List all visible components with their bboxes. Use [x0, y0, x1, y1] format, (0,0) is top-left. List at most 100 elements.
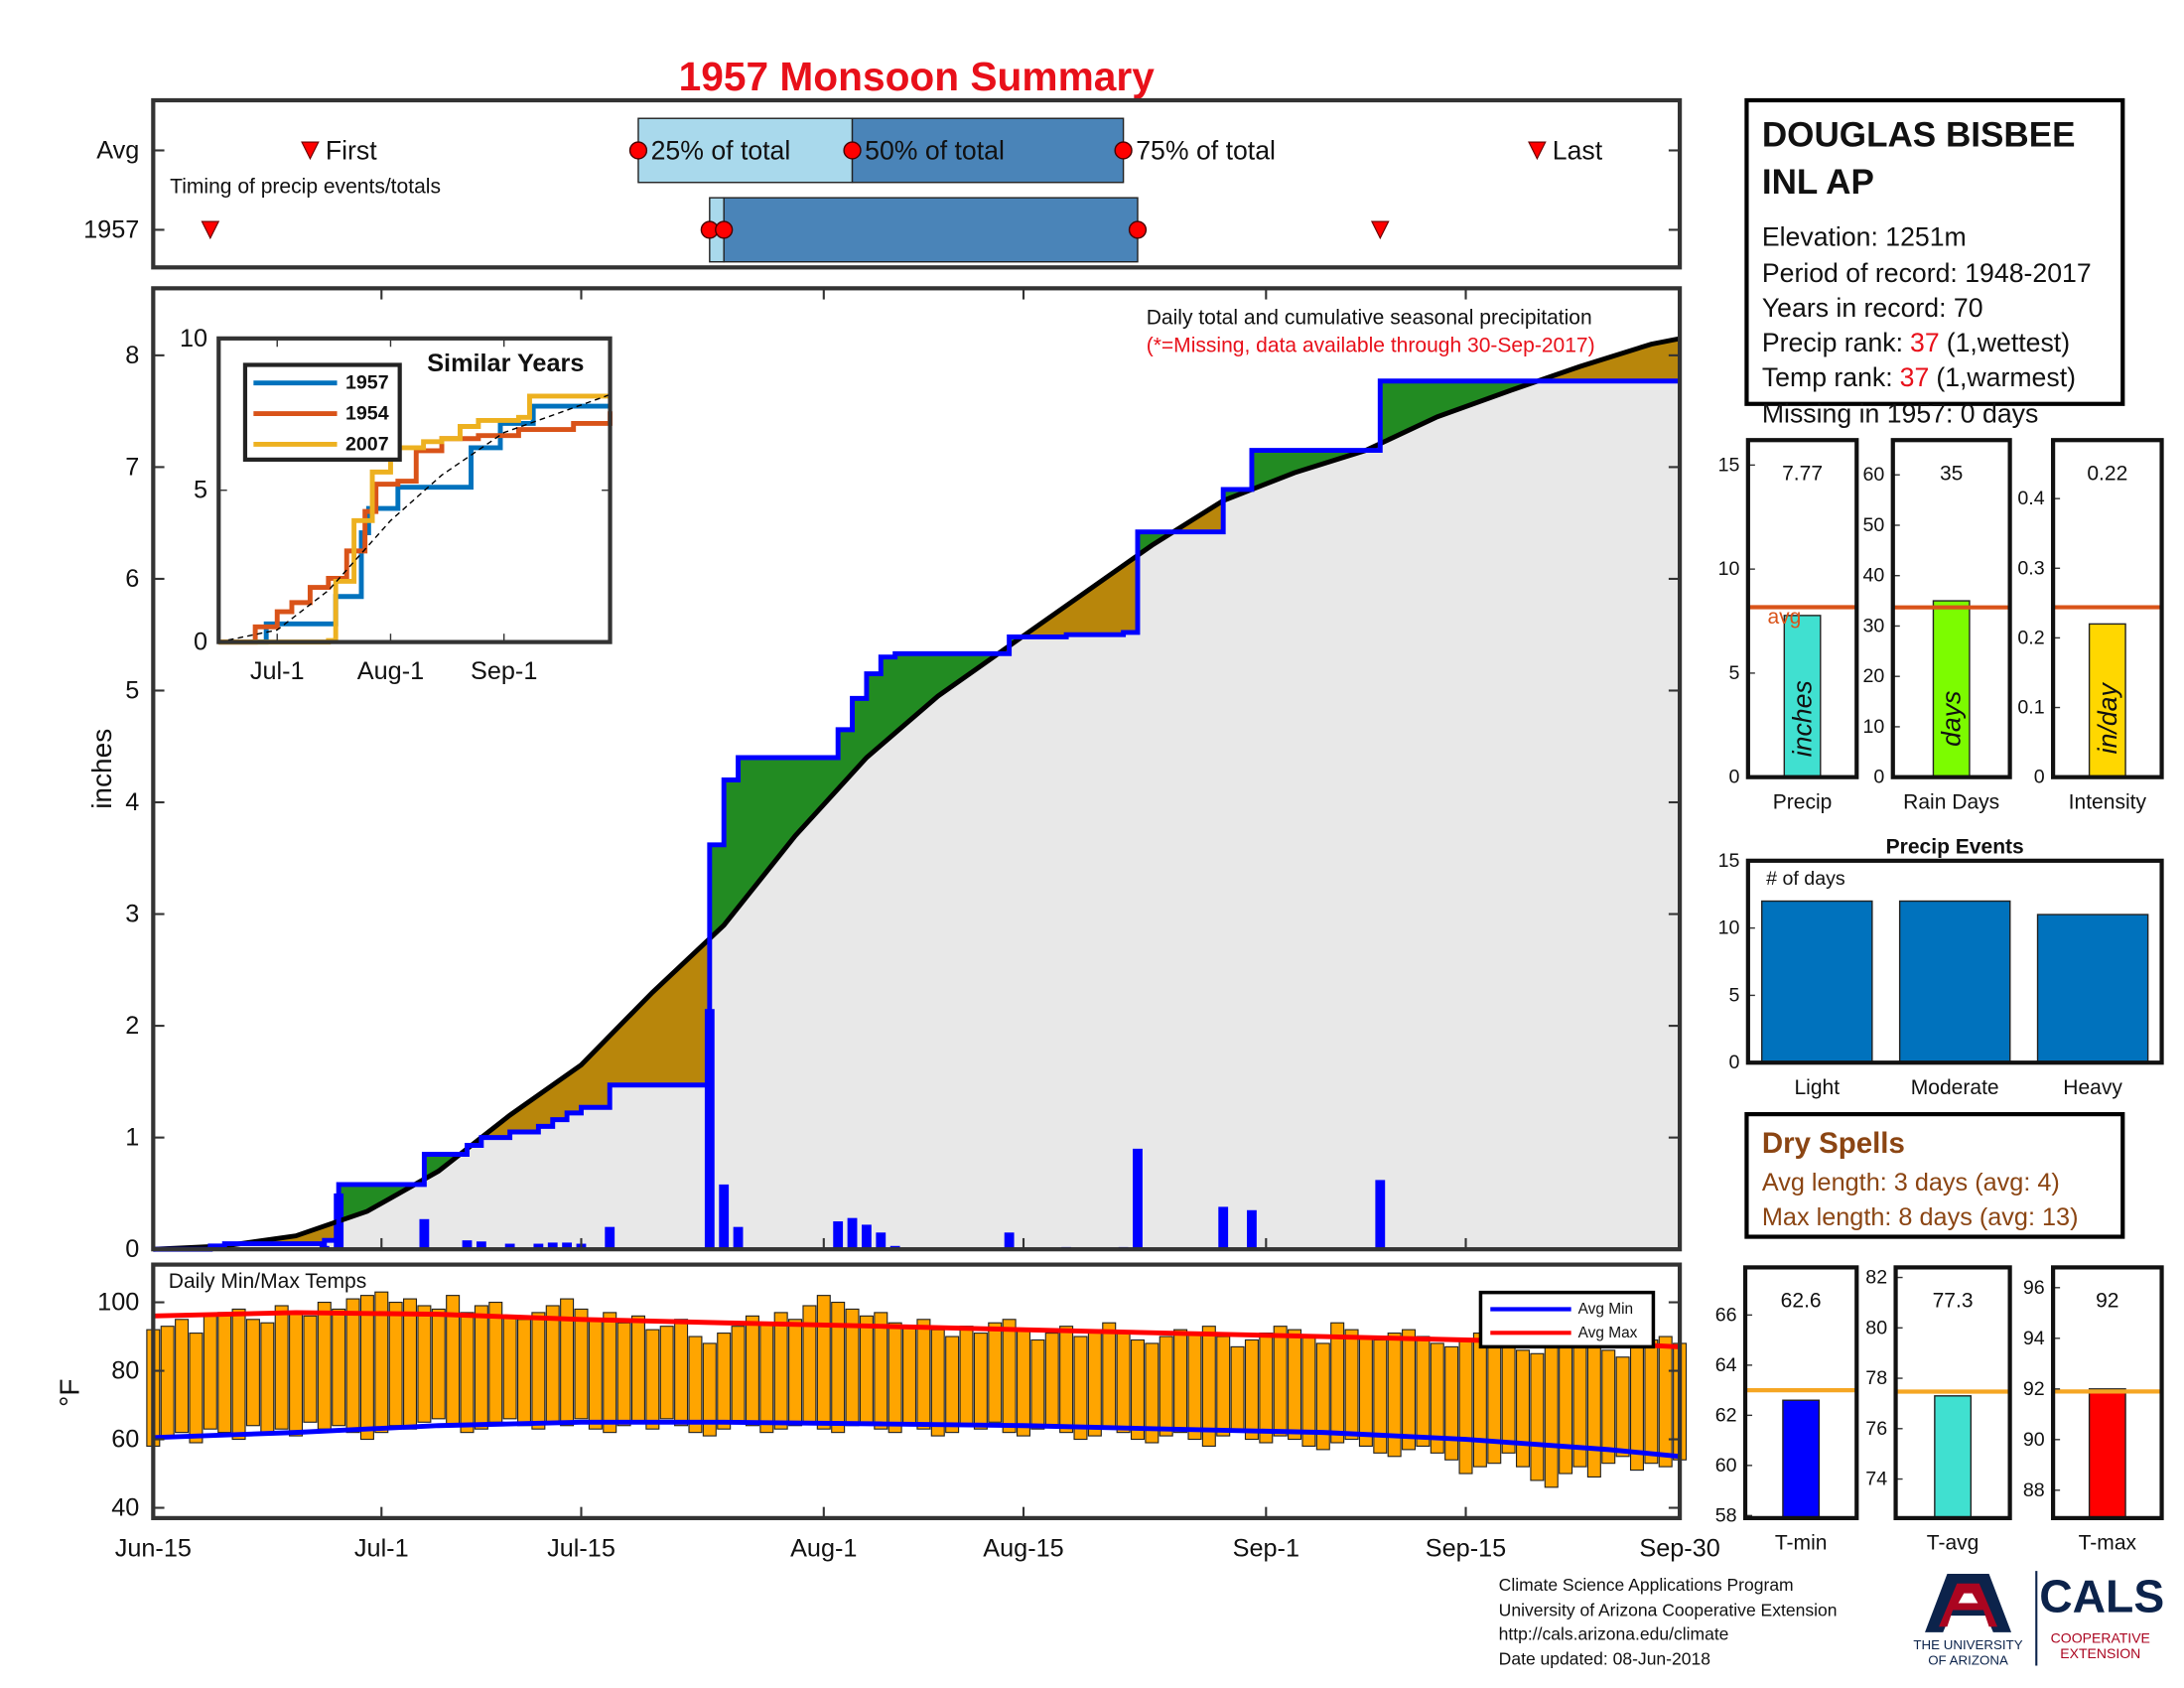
- temp-bar: [374, 1291, 389, 1434]
- panel-frame: [151, 286, 1683, 1252]
- unit-label: in/day: [2093, 682, 2122, 755]
- temp-bar: [1044, 1333, 1059, 1427]
- panel-frame: [1890, 438, 2012, 779]
- x-tick-label: Aug-1: [790, 1535, 857, 1563]
- quantile-marker: [715, 220, 734, 239]
- bar: [1761, 900, 1873, 1063]
- station-years: Years in record: 70: [1762, 293, 1983, 323]
- y-tick-label: 0: [125, 1235, 139, 1263]
- station-name: INL AP: [1762, 163, 1874, 202]
- temp-bar: [345, 1298, 360, 1434]
- temp-bar: [359, 1295, 374, 1441]
- temp-bar: [1259, 1333, 1274, 1444]
- temp-bar: [1073, 1336, 1088, 1441]
- average-label: avg: [1767, 606, 1801, 629]
- temp-bar: [745, 1315, 759, 1427]
- temp-bar: [1559, 1338, 1573, 1475]
- marker-label: Last: [1553, 135, 1603, 165]
- daily-bar: [833, 1221, 844, 1250]
- temp-bar: [887, 1322, 902, 1434]
- temp-bar: [516, 1319, 532, 1427]
- dry-spells-line: Avg length: 3 days (avg: 4): [1762, 1169, 2060, 1196]
- y-tick-label: 40: [1862, 565, 1884, 587]
- value-label: 35: [1940, 462, 1963, 485]
- x-tick-label: Jun-15: [115, 1535, 192, 1563]
- temp-bar: [203, 1315, 217, 1430]
- x-tick-label: Light: [1794, 1076, 1840, 1099]
- temp-bar: [688, 1336, 703, 1434]
- temp-bar: [417, 1305, 432, 1423]
- y-tick-label: 10: [1862, 716, 1884, 738]
- bar: [2088, 1388, 2126, 1519]
- bar: [1932, 600, 1971, 778]
- logo-shape: [1939, 1583, 1997, 1627]
- daily-bar: [504, 1243, 515, 1250]
- value-label: 62.6: [1781, 1290, 1822, 1313]
- daily-bar: [704, 1009, 715, 1250]
- footer-line: University of Arizona Cooperative Extens…: [1499, 1600, 1838, 1619]
- y-tick-label: 100: [97, 1289, 139, 1317]
- daily-bar: [562, 1242, 573, 1250]
- university-logo: THE UNIVERSITY OF ARIZONA CALS COOPERATI…: [1913, 1570, 2164, 1667]
- average-line: [153, 1419, 1681, 1460]
- y-tick-label: 66: [1715, 1304, 1737, 1326]
- y-tick-label: 80: [111, 1357, 139, 1385]
- y-tick-label: 90: [2023, 1429, 2045, 1451]
- logo-text: EXTENSION: [2060, 1645, 2140, 1661]
- panel-frame: [1745, 858, 2164, 1065]
- event-marker: [201, 220, 220, 240]
- x-tick-label: Sep-1: [471, 657, 537, 685]
- temp-bar: [1244, 1338, 1259, 1441]
- x-tick-label: Moderate: [1911, 1076, 1999, 1099]
- cumulative-line: [153, 378, 1681, 1252]
- temp-bar: [1230, 1345, 1245, 1430]
- temp-bar: [959, 1326, 974, 1427]
- rank-note: (1,wettest): [1947, 328, 2070, 357]
- dry-spells-line: Max length: 8 days (avg: 13): [1762, 1203, 2079, 1231]
- temp-bar: [930, 1329, 945, 1437]
- inset-title: Similar Years: [427, 350, 584, 377]
- station-box: [1744, 97, 2125, 406]
- daily-bar: [1375, 1180, 1386, 1250]
- daily-bar: [862, 1224, 872, 1250]
- temp-bar: [245, 1319, 260, 1427]
- daily-bar: [605, 1226, 615, 1250]
- logo-shape: [1958, 1593, 1979, 1604]
- temp-bar: [1658, 1336, 1673, 1468]
- y-tick-label: 1: [125, 1124, 139, 1152]
- temp-bar: [874, 1312, 888, 1430]
- figure-title: 1957 Monsoon Summary: [679, 54, 1156, 99]
- temp-bar: [1487, 1336, 1502, 1465]
- temp-bar: [702, 1342, 717, 1437]
- temp-bar: [545, 1305, 560, 1423]
- y-tick-label: 76: [1865, 1418, 1887, 1440]
- temp-bar: [1016, 1329, 1031, 1437]
- y-tick-label: 6: [125, 565, 139, 593]
- series-line: [218, 393, 611, 645]
- temp-rank: Temp rank: 37 (1,warmest): [1762, 362, 2076, 392]
- temp-bar: [759, 1322, 774, 1434]
- annotation: # of days: [1766, 868, 1845, 890]
- bar: [2036, 914, 2149, 1063]
- temp-bar: [588, 1319, 603, 1430]
- y-tick-label: 0.1: [2017, 697, 2044, 719]
- y-tick-label: 0.3: [2017, 557, 2044, 579]
- row-label: Avg: [96, 136, 139, 164]
- quantile-marker: [843, 141, 862, 160]
- rank-value: 37: [1910, 328, 1940, 357]
- panel-frame: [151, 1262, 1683, 1520]
- temp-bar: [1472, 1333, 1487, 1468]
- daily-bar: [1004, 1232, 1015, 1250]
- base-area: [153, 380, 1681, 1250]
- rank-label: Precip rank:: [1762, 328, 1903, 357]
- rank-value: 37: [1900, 362, 1930, 392]
- quantile-marker: [1114, 141, 1133, 160]
- temp-bar: [1173, 1329, 1188, 1434]
- temp-bar: [788, 1319, 803, 1427]
- y-tick-label: 3: [125, 901, 139, 928]
- y-tick-label: 2: [125, 1012, 139, 1040]
- x-tick-label: Aug-1: [357, 657, 424, 685]
- temp-bar: [1002, 1319, 1017, 1434]
- temp-bar: [1059, 1326, 1074, 1434]
- y-tick-label: 10: [1718, 917, 1740, 939]
